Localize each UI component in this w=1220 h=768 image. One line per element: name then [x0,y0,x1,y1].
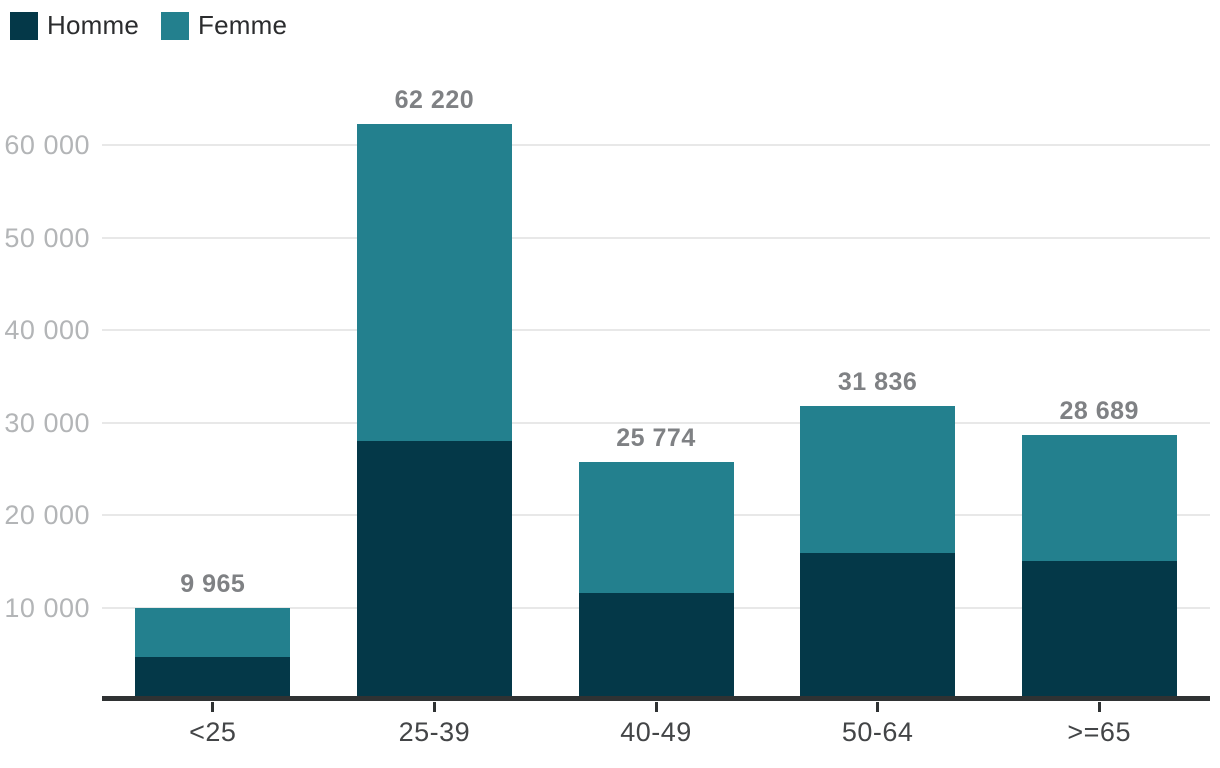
bar-segment-homme [135,656,291,700]
bar-total-label: 62 220 [394,86,475,115]
y-axis-label: 60 000 [4,130,90,160]
x-axis-label: 25-39 [398,717,471,747]
x-axis-tick [211,702,215,712]
legend-label-femme: Femme [198,10,288,40]
x-axis-tick [876,702,880,712]
legend-swatch-homme [10,11,38,40]
y-axis-label: 50 000 [4,222,90,253]
gridline-40000 [102,329,1210,331]
legend: Homme Femme [10,10,287,41]
x-axis-label: <25 [189,717,237,747]
y-axis-label: 20 000 [4,500,90,530]
bar-total-label: 25 774 [616,423,696,452]
gridline-60000 [102,144,1210,146]
gridline-30000 [102,421,1210,424]
x-axis-tick [654,702,658,712]
legend-item-homme: Homme [10,10,139,41]
x-axis-line [102,696,1210,701]
x-axis-label: >=65 [1067,717,1131,747]
x-axis-tick [432,702,436,712]
x-axis-label: 50-64 [841,717,914,747]
bar-segment-homme [356,441,512,700]
gridline-50000 [102,236,1210,239]
bar-segment-homme [800,552,956,700]
bar-total-label: 9 965 [180,569,246,598]
bar-total-label: 28 689 [1059,396,1139,425]
bar-segment-homme [1021,561,1177,700]
x-axis-label: 40-49 [620,717,692,747]
bar-segment-femme [800,405,956,553]
bar-total-label: 31 836 [837,367,918,396]
bar-segment-femme [135,607,291,657]
legend-label-homme: Homme [47,10,140,40]
y-axis-label: 40 000 [4,315,90,345]
bar-segment-homme [578,593,734,700]
legend-item-femme: Femme [161,10,287,41]
y-axis-label: 10 000 [4,592,90,623]
y-axis-label: 30 000 [4,407,90,438]
bar-segment-femme [356,124,512,441]
bar-segment-femme [1021,434,1177,562]
legend-swatch-femme [161,11,190,40]
x-axis-tick [1097,702,1101,712]
bar-segment-femme [578,461,734,594]
